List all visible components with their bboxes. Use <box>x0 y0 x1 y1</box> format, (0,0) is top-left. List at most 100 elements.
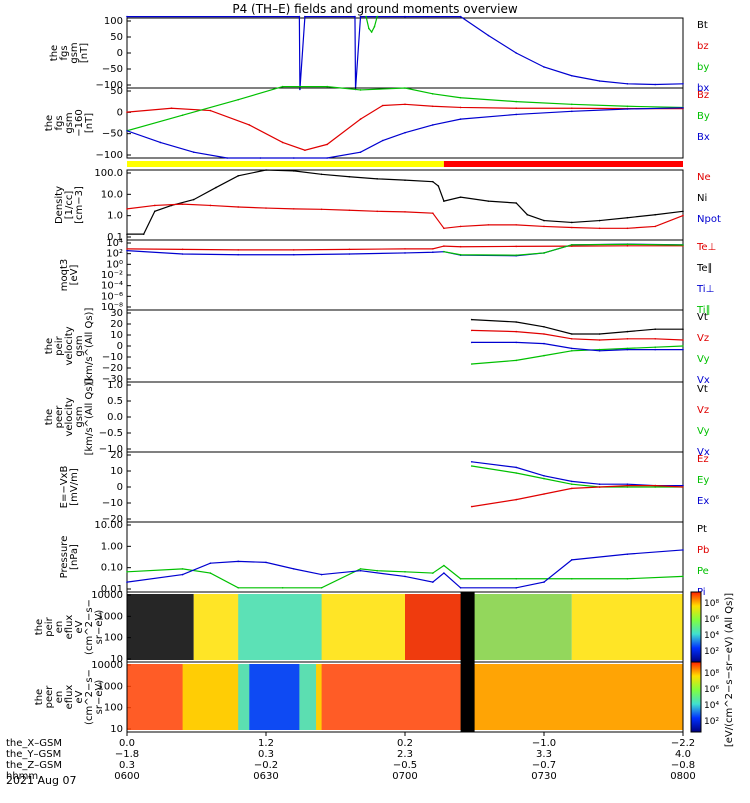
panel-1-ylabel-0: the <box>49 45 60 61</box>
panel-2-point-By-11 <box>626 105 629 108</box>
panel-1-point-bx-10 <box>515 52 517 54</box>
panel-5-point-Te-2 <box>237 249 239 251</box>
panel-9-point-Pe-3 <box>237 587 239 589</box>
panel-6-point-Vy-3 <box>571 350 573 352</box>
panel-2-point-By-8 <box>459 96 462 99</box>
panel-8-point-Ex-1 <box>515 466 517 469</box>
panel-11-ylabel-1: peer <box>44 685 55 709</box>
xaxis-tick-1-3: 0630 <box>253 771 278 782</box>
panel-4-point-Ni-19 <box>526 213 529 216</box>
colorbar-bottom <box>690 661 702 733</box>
panel-5-ylabel-1: [eV] <box>69 265 80 286</box>
panel-5-point-Te-4 <box>348 248 351 251</box>
panel-11-ytick-1: 1000 <box>98 681 123 692</box>
panel-4-point-Ne-6 <box>293 208 295 210</box>
panel-9-point-Pi-8 <box>404 575 406 578</box>
panel-9-point-Pe-5 <box>320 587 323 589</box>
panel-2-legend-1: By <box>697 111 710 122</box>
panel-9-point-Pe-14 <box>626 577 629 580</box>
panel-4-point-Ne-15 <box>515 224 517 226</box>
panel-4-point-Ne-1 <box>154 204 156 207</box>
panel-4-legend-2: Npot <box>697 214 721 225</box>
panel-2-point-Bx-12 <box>515 113 517 116</box>
panel-6-point-Vz-6 <box>654 338 656 340</box>
panel-6-point-Vy-1 <box>515 359 517 362</box>
panel-1-ylabel-1: fgs <box>59 45 70 60</box>
panel-11-ytick-0: 10000 <box>91 660 123 671</box>
panel-6-point-Vz-7 <box>682 339 684 341</box>
panel-10-ytick-0: 10000 <box>91 590 123 601</box>
panel-5-point-Ti-6 <box>432 251 434 254</box>
panel-10-datagap <box>460 592 475 662</box>
panel-9-point-Pe-6 <box>359 568 362 570</box>
panel-2-point-By-2 <box>237 98 239 101</box>
panel-4-point-Ni-10 <box>348 175 351 178</box>
panel-11-ylabel-6: sr−eV) <box>94 680 105 715</box>
panel-4-point-Ne-20 <box>654 225 656 228</box>
panel-8-point-Ez-2 <box>543 493 545 495</box>
panel-1-point-bx-6 <box>359 15 362 18</box>
panel-9-point-Pi-16 <box>682 549 684 551</box>
panel-4-point-Ni-23 <box>626 216 629 219</box>
panel-7-ytick-1: 0.5 <box>107 396 123 407</box>
panel-5-ytick-4: 10⁻⁴ <box>101 281 123 292</box>
panel-6-ylabel-2: velocity <box>64 326 75 365</box>
panel-1-point-bx-13 <box>598 80 601 82</box>
panel-2-point-Bz-11 <box>459 106 462 109</box>
panel-7-ylabel-3: gsm <box>74 406 85 427</box>
panel-2-point-By-7 <box>432 93 434 95</box>
panel-4-point-Ni-5 <box>215 186 217 189</box>
panel-2-point-Bz-3 <box>248 124 251 126</box>
panel-6-point-Vx-0 <box>470 341 473 344</box>
panel-6-point-Vx-4 <box>598 350 601 352</box>
panel-11-band-3 <box>249 664 300 730</box>
panel-5-point-Te-10 <box>571 245 573 247</box>
panel-2-point-Bx-1 <box>159 141 162 144</box>
panel-1-point-bx-3 <box>304 15 306 18</box>
panel-2-ylabel-0: the <box>44 115 55 131</box>
panel-2-point-By-5 <box>359 89 362 91</box>
colorbar2-tick-3: 10² <box>704 717 719 727</box>
panel-1-frame <box>126 17 684 89</box>
xaxis-tick-2-3: 0700 <box>392 771 417 782</box>
panel-4-point-Ni-9 <box>320 173 323 176</box>
panel-2-point-By-9 <box>515 100 517 103</box>
panel-6-point-Vz-5 <box>626 338 629 340</box>
panel-7-ytick-2: 0.0 <box>107 412 123 423</box>
panel-1-point-bx-16 <box>682 83 684 85</box>
panel-10-band-3 <box>571 594 683 660</box>
panel-9-point-Pe-2 <box>209 572 212 574</box>
panel-1-point-bx-4 <box>354 15 356 18</box>
panel-10-ylabel-2: en <box>54 621 65 634</box>
panel-9-point-Pe-15 <box>682 575 684 578</box>
panel-10-ytick-2: 100 <box>104 633 123 644</box>
panel-6-point-Vx-6 <box>654 348 656 351</box>
panel-5-point-Te-11 <box>626 245 629 247</box>
panel-4-point-Ni-17 <box>487 200 490 202</box>
panel-4-point-Ni-24 <box>654 213 656 216</box>
panel-4-ytick-3: 0.1 <box>107 232 123 243</box>
panel-11-band-4 <box>460 664 683 730</box>
colorbar-tick-1: 10⁶ <box>704 615 719 625</box>
panel-6-ytick-5: −20 <box>102 363 123 374</box>
panel-11-ylabel-5: (cm^2−s− <box>84 669 95 725</box>
panel-8-legend-0: Ez <box>697 454 709 465</box>
panel-5-point-Ti-4 <box>348 253 351 255</box>
panel-6-legend-2: Vy <box>697 354 710 365</box>
panel-11-ytick-2: 100 <box>104 703 123 714</box>
panel-7-ylabel-2: velocity <box>64 397 75 436</box>
panel-6-legend-3: Vx <box>697 375 710 386</box>
panel-2-point-Bx-11 <box>459 118 462 120</box>
panel-4-point-Ne-21 <box>682 214 684 217</box>
panel-1-point-bx-11 <box>543 66 545 68</box>
panel-6-point-Vz-0 <box>470 329 473 332</box>
panel-5-ytick-0: 10⁴ <box>106 238 123 249</box>
panel-9-point-Pe-9 <box>432 572 434 574</box>
panel-4-point-Ne-17 <box>571 226 573 229</box>
panel-4-point-Ni-22 <box>598 219 601 222</box>
panel-7-ylabel-1: peer <box>54 405 65 429</box>
panel-9-ytick-1: 1.00 <box>101 541 123 552</box>
panel-4-legend-1: Ni <box>697 193 707 204</box>
panel-4-point-Ne-13 <box>459 225 462 228</box>
panel-2-point-Bz-8 <box>381 104 384 107</box>
